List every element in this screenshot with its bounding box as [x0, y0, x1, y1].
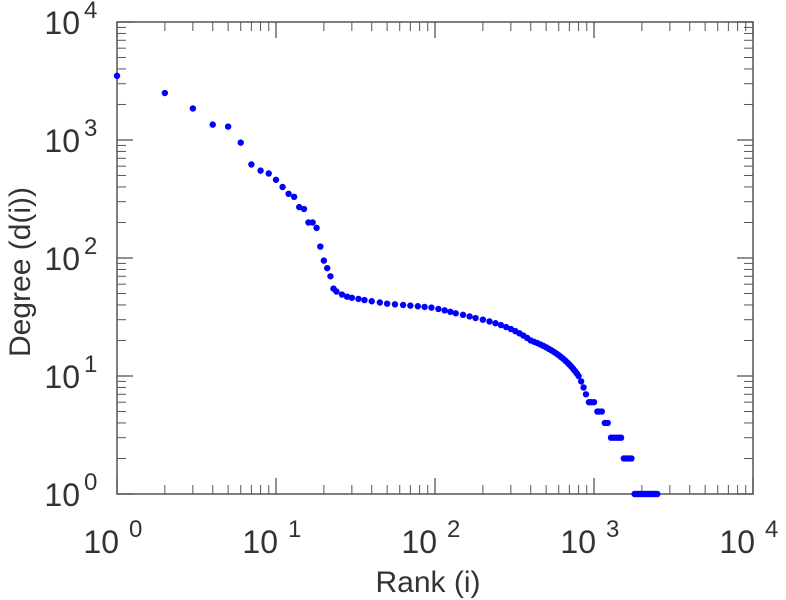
data-point: [441, 307, 448, 314]
x-tick-base: 10: [242, 524, 278, 560]
data-point: [257, 167, 264, 174]
data-point: [327, 273, 334, 280]
x-tick-exponent: 1: [288, 516, 301, 543]
data-point: [279, 183, 286, 191]
data-point: [452, 310, 459, 317]
x-tick-exponent: 2: [447, 516, 460, 543]
data-point: [421, 303, 428, 311]
data-point: [224, 123, 232, 130]
data-point: [577, 378, 585, 385]
data-point: [161, 89, 169, 97]
data-point: [309, 219, 316, 226]
x-axis-title: Rank (i): [375, 566, 480, 599]
y-tick-base: 10: [44, 359, 80, 395]
data-point: [435, 305, 442, 313]
data-point: [428, 304, 435, 311]
data-point: [333, 288, 340, 295]
data-point: [324, 264, 331, 272]
data-point: [237, 139, 244, 146]
data-point: [479, 316, 487, 323]
y-tick-base: 10: [44, 477, 80, 513]
data-point: [575, 372, 582, 380]
data-point: [472, 314, 479, 322]
data-point: [272, 176, 280, 183]
data-point: [248, 161, 255, 168]
x-tick-base: 10: [719, 524, 755, 560]
data-point: [313, 224, 320, 232]
data-point: [368, 298, 375, 305]
data-point: [265, 170, 272, 177]
x-tick-base: 10: [83, 524, 119, 560]
data-point: [343, 293, 351, 300]
y-tick-label: 10 3: [44, 115, 97, 159]
data-point: [189, 105, 197, 112]
data-point: [113, 72, 121, 79]
data-point: [604, 419, 611, 427]
y-tick-exponent: 3: [84, 115, 97, 142]
data-point: [459, 311, 467, 319]
data-point: [414, 303, 422, 310]
x-tick-base: 10: [401, 524, 437, 560]
data-point: [617, 434, 625, 441]
data-point: [590, 398, 598, 406]
plot-frame: [116, 21, 754, 495]
data-point: [492, 320, 499, 327]
y-tick-label: 10 0: [44, 469, 97, 513]
minor-ticks: [117, 22, 753, 494]
data-point: [285, 190, 292, 197]
x-tick-label: 10 1: [242, 516, 301, 560]
data-point: [654, 490, 661, 498]
y-tick-exponent: 4: [84, 0, 97, 24]
x-tick-label: 10 4: [719, 516, 778, 560]
data-point: [338, 291, 346, 298]
y-tick-base: 10: [44, 5, 80, 41]
data-point: [209, 121, 216, 128]
y-tick-exponent: 1: [84, 351, 97, 378]
data-point: [361, 296, 368, 304]
y-tick-base: 10: [44, 241, 80, 277]
data-point: [580, 384, 587, 391]
data-point: [391, 301, 399, 308]
x-tick-exponent: 4: [765, 516, 778, 543]
data-point: [317, 243, 324, 250]
x-tick-label: 10 2: [401, 516, 460, 560]
data-point: [348, 294, 356, 301]
data-point: [355, 295, 362, 303]
x-tick-label: 10 0: [83, 516, 142, 560]
data-point: [497, 321, 505, 329]
data-point: [407, 302, 414, 309]
data-point: [290, 193, 298, 201]
data-point: [466, 313, 473, 320]
x-tick-labels: 10 0 10 1 10 2 10 3 10 4: [83, 516, 778, 560]
x-tick-exponent: 3: [606, 516, 619, 543]
data-point: [300, 205, 308, 213]
x-tick-base: 10: [560, 524, 596, 560]
y-tick-label: 10 2: [44, 233, 97, 277]
x-tick-label: 10 3: [560, 516, 619, 560]
data-point: [582, 391, 590, 398]
data-point: [447, 308, 454, 315]
data-point: [383, 300, 391, 307]
data-point: [486, 318, 493, 325]
data-point: [320, 257, 328, 264]
y-tick-exponent: 0: [84, 469, 97, 496]
data-points: [113, 72, 661, 498]
data-point: [628, 455, 635, 462]
y-tick-base: 10: [44, 123, 80, 159]
y-axis-title: Degree (d(i)): [4, 187, 37, 357]
y-tick-exponent: 2: [84, 233, 97, 260]
y-tick-label: 10 1: [44, 351, 97, 395]
x-tick-exponent: 0: [129, 516, 142, 543]
data-point: [376, 299, 384, 306]
y-tick-label: 10 4: [44, 0, 97, 41]
data-point: [598, 408, 606, 415]
major-ticks: [116, 21, 754, 495]
data-point: [399, 301, 407, 309]
